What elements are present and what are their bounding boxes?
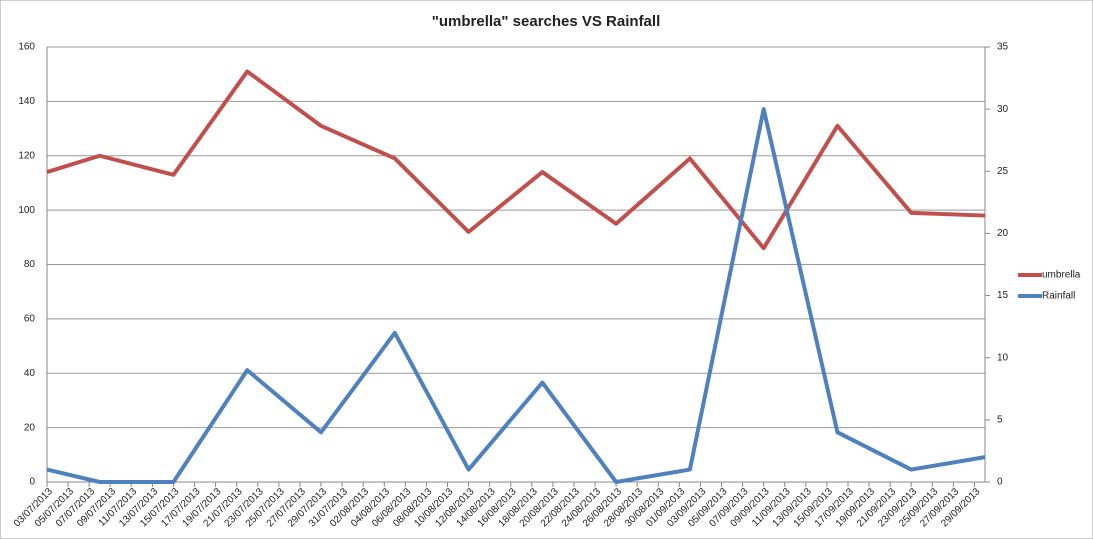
y2-tick-label: 15 xyxy=(997,290,1009,301)
y2-tick-label: 10 xyxy=(997,352,1009,363)
y-tick-label: 0 xyxy=(29,477,35,488)
y2-tick-label: 5 xyxy=(997,414,1003,425)
y2-tick-label: 35 xyxy=(997,42,1009,53)
y-tick-label: 160 xyxy=(18,42,35,53)
y-tick-label: 60 xyxy=(24,314,36,325)
y2-tick-label: 25 xyxy=(997,166,1009,177)
y2-tick-label: 30 xyxy=(997,104,1009,115)
legend-label: umbrella xyxy=(1042,270,1081,281)
y-tick-label: 140 xyxy=(18,96,35,107)
y-tick-label: 120 xyxy=(18,150,35,161)
chart-title: "umbrella" searches VS Rainfall xyxy=(432,13,661,30)
y-tick-label: 100 xyxy=(18,205,35,216)
y2-tick-label: 0 xyxy=(997,477,1003,488)
line-series xyxy=(46,107,986,484)
y2-tick-label: 20 xyxy=(997,228,1009,239)
y-tick-label: 20 xyxy=(24,422,36,433)
legend-label: Rainfall xyxy=(1042,291,1075,302)
y-tick-label: 80 xyxy=(24,259,36,270)
line-series xyxy=(46,69,986,251)
y-tick-label: 40 xyxy=(24,368,36,379)
